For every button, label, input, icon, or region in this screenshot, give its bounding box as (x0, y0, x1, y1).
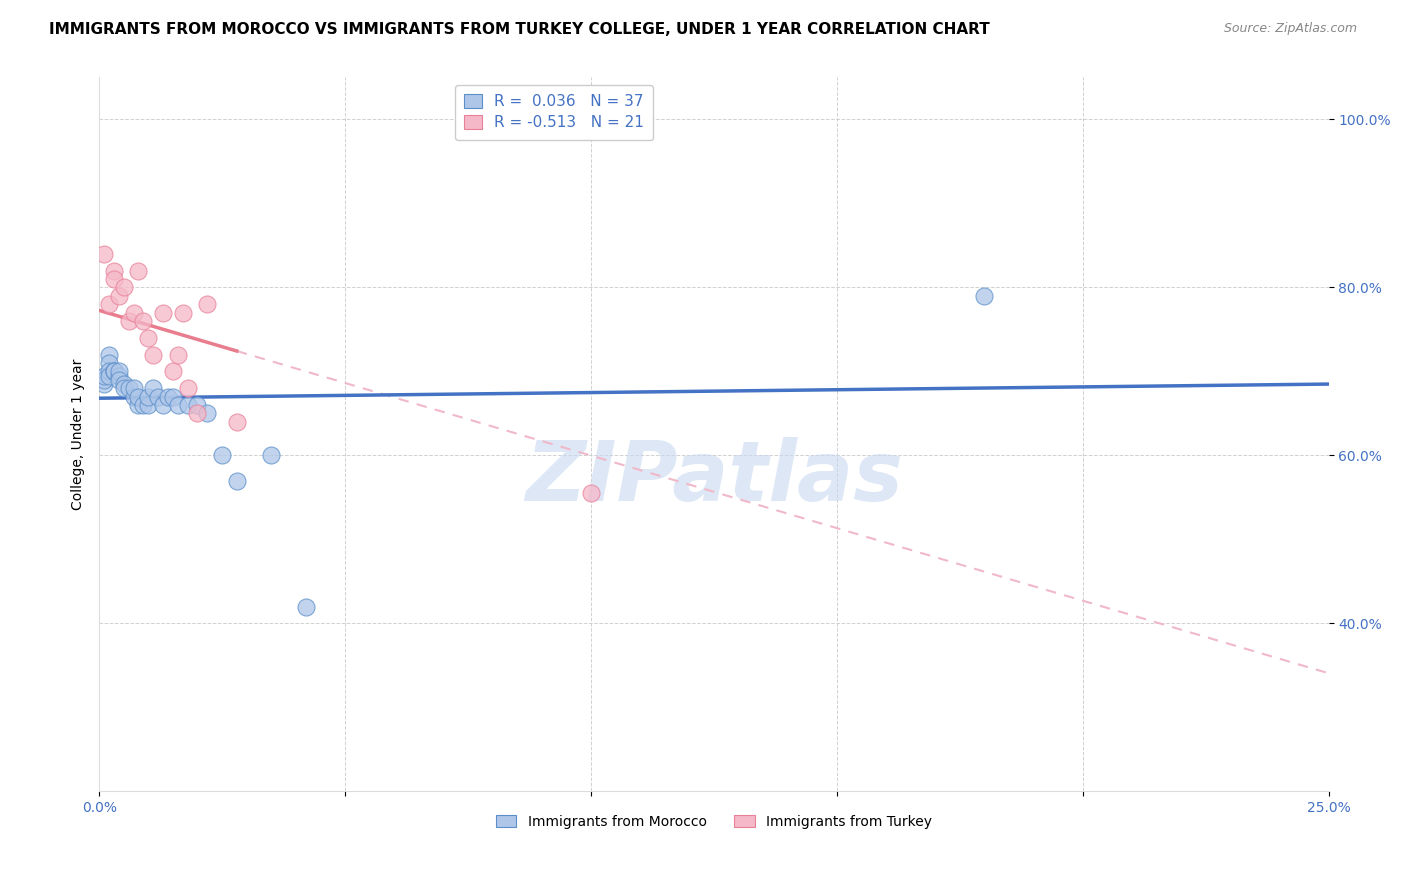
Point (127, 263, 149, 277)
Point (136, 331, 159, 345)
Point (107, 368, 129, 383)
Point (172, 305, 194, 319)
Point (98, 364, 121, 378)
Point (98, 356, 121, 370)
Point (103, 364, 125, 378)
Text: ZIPatlas: ZIPatlas (524, 437, 903, 517)
Point (93, 368, 115, 383)
Point (132, 314, 155, 328)
Text: Source: ZipAtlas.com: Source: ZipAtlas.com (1223, 22, 1357, 36)
Point (107, 289, 129, 303)
Point (132, 398, 155, 412)
Point (142, 381, 165, 395)
Point (152, 398, 174, 412)
Point (176, 398, 198, 412)
Point (195, 297, 218, 311)
Point (260, 448, 283, 462)
Point (98, 297, 121, 311)
Point (127, 398, 149, 412)
Point (225, 415, 247, 429)
Point (186, 406, 208, 420)
Point (225, 474, 247, 488)
Point (162, 364, 184, 378)
Point (136, 398, 159, 412)
Point (117, 381, 139, 395)
Point (186, 398, 208, 412)
Point (103, 364, 125, 378)
Point (176, 381, 198, 395)
Point (122, 305, 145, 319)
Point (195, 406, 218, 420)
Point (112, 280, 135, 294)
Point (166, 348, 188, 362)
Point (122, 390, 145, 404)
Point (107, 373, 129, 387)
Point (93, 373, 115, 387)
Point (93, 376, 115, 391)
Point (122, 381, 145, 395)
Point (142, 348, 165, 362)
Point (136, 390, 159, 404)
Point (112, 376, 135, 391)
Point (162, 390, 184, 404)
Legend: Immigrants from Morocco, Immigrants from Turkey: Immigrants from Morocco, Immigrants from… (491, 809, 938, 834)
Point (103, 263, 125, 277)
Point (152, 305, 174, 319)
Point (107, 364, 129, 378)
Point (117, 314, 139, 328)
Point (98, 348, 121, 362)
Y-axis label: College, Under 1 year: College, Under 1 year (72, 359, 86, 510)
Point (112, 381, 135, 395)
Text: IMMIGRANTS FROM MOROCCO VS IMMIGRANTS FROM TURKEY COLLEGE, UNDER 1 YEAR CORRELAT: IMMIGRANTS FROM MOROCCO VS IMMIGRANTS FR… (49, 22, 990, 37)
Point (156, 390, 179, 404)
Point (211, 448, 233, 462)
Point (127, 390, 149, 404)
Point (93, 247, 115, 261)
Point (166, 398, 188, 412)
Point (579, 486, 602, 500)
Point (973, 289, 995, 303)
Point (98, 368, 121, 383)
Point (103, 364, 125, 378)
Point (103, 272, 125, 286)
Point (294, 599, 316, 614)
Point (146, 390, 169, 404)
